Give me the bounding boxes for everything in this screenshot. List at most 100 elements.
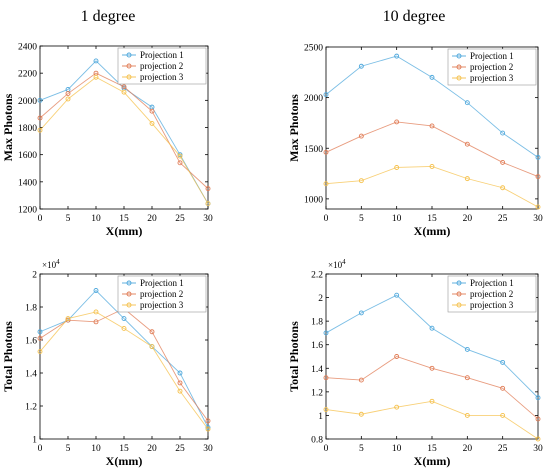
y-tick-label: 2 (32, 271, 37, 281)
data-point (37, 97, 43, 103)
x-tick-label: 20 (463, 214, 473, 224)
x-tick-label: 10 (392, 444, 402, 454)
data-point (464, 176, 470, 182)
data-point (500, 385, 506, 391)
legend-swatch-marker (456, 53, 462, 59)
data-point (358, 63, 364, 69)
data-point (93, 58, 99, 64)
data-point (37, 329, 43, 335)
data-point (464, 412, 470, 418)
data-point (429, 164, 435, 169)
data-point (121, 89, 127, 95)
legend-swatch-marker (126, 74, 132, 80)
x-tick-label: 15 (119, 214, 129, 224)
data-point (429, 74, 435, 80)
y-tick-label: 1.8 (25, 304, 37, 314)
y-tick-label: 1 (32, 436, 37, 446)
legend-swatch-marker (456, 75, 462, 81)
data-point (394, 119, 400, 125)
x-tick-label: 0 (324, 444, 329, 454)
data-point (323, 330, 329, 336)
data-point (429, 398, 435, 404)
y-tick-label: 1400 (18, 178, 37, 188)
legend-entry: Projection 1 (470, 278, 514, 288)
data-point (149, 344, 155, 350)
legend-entry: Projection 1 (140, 278, 184, 288)
data-point (464, 141, 470, 147)
chart-max-photons-10-degree: 0 5 10 15 20 25 30 1000 1500 2000 2500 X(mm) Max Pho… (287, 44, 543, 239)
data-point (323, 181, 329, 187)
y-tick-label: 1.2 (25, 403, 37, 413)
data-point (205, 426, 211, 432)
x-tick-label: 5 (359, 214, 364, 224)
data-point (323, 92, 329, 98)
legend-swatch-marker (126, 280, 132, 286)
data-point (149, 329, 155, 335)
series-line-1 (325, 55, 539, 158)
data-point (394, 292, 400, 298)
legend-entry: projection 3 (140, 72, 184, 82)
data-point (205, 186, 211, 192)
legend-entry: projection 2 (140, 289, 183, 299)
x-tick-label: 25 (498, 444, 508, 454)
data-point (394, 404, 400, 410)
x-tick-label: 10 (392, 214, 402, 224)
series-line-1 (39, 60, 209, 204)
data-point (121, 84, 127, 90)
heading-1-degree: 1 degree (81, 8, 136, 25)
data-point (205, 418, 211, 424)
data-point (464, 375, 470, 381)
legend-entry: Projection 1 (140, 50, 184, 60)
y-tick-label: 2.2 (311, 271, 323, 281)
y-tick-label: 1.8 (311, 318, 323, 328)
series-line-2 (39, 72, 209, 189)
series-line-3 (39, 76, 209, 204)
y-exponent-label: ×104 (328, 258, 346, 270)
y-axis-label: Total Photons (1, 321, 15, 392)
data-point (500, 412, 506, 418)
chart-max-photons-1-degree: 0 5 10 15 20 25 30 1200 1400 1600 1800 2000 2200 2400… (1, 43, 213, 239)
x-tick-label: 30 (533, 444, 543, 454)
x-tick-label: 0 (38, 444, 43, 454)
data-point (177, 153, 183, 159)
data-point (358, 411, 364, 417)
legend-entry: projection 3 (470, 300, 514, 310)
data-point (429, 123, 435, 129)
x-tick-label: 25 (175, 444, 185, 454)
legend-entry: projection 3 (140, 300, 184, 310)
y-tick-label: 1.4 (25, 370, 37, 380)
data-point (500, 159, 506, 165)
series-line-3 (325, 166, 539, 208)
data-point (93, 74, 99, 80)
y-tick-label: 1.6 (311, 341, 323, 351)
legend-swatch-marker (456, 64, 462, 70)
x-tick-label: 15 (119, 444, 129, 454)
data-point (37, 127, 43, 133)
data-point (500, 359, 506, 365)
y-tick-label: 1800 (18, 124, 37, 134)
data-point (177, 380, 183, 386)
y-tick-label: 1.2 (311, 388, 323, 398)
data-point (394, 165, 400, 170)
data-point (177, 388, 183, 394)
data-point (323, 149, 329, 155)
data-point (65, 316, 71, 321)
data-point (37, 335, 43, 341)
data-point (500, 185, 506, 191)
legend-swatch-marker (456, 291, 462, 297)
data-point (121, 326, 127, 331)
x-tick-label: 10 (91, 214, 101, 224)
y-axis-label: Total Photons (287, 321, 301, 392)
legend-swatch-marker (126, 291, 132, 297)
chart-total-photons-1-degree: 0 5 10 15 20 25 30 1 1.2 1.4 1.6 1.8 2 ×104 X(mm) Total… (1, 258, 213, 468)
data-point (464, 346, 470, 352)
data-point (464, 100, 470, 106)
data-point (205, 425, 211, 430)
legend-swatch-marker (126, 302, 132, 308)
legend-entry: projection 2 (470, 289, 513, 299)
legend-entry: projection 2 (140, 61, 183, 71)
y-tick-label: 1600 (18, 151, 37, 161)
data-point (121, 316, 127, 321)
x-tick-label: 10 (91, 444, 101, 454)
data-point (37, 349, 43, 354)
